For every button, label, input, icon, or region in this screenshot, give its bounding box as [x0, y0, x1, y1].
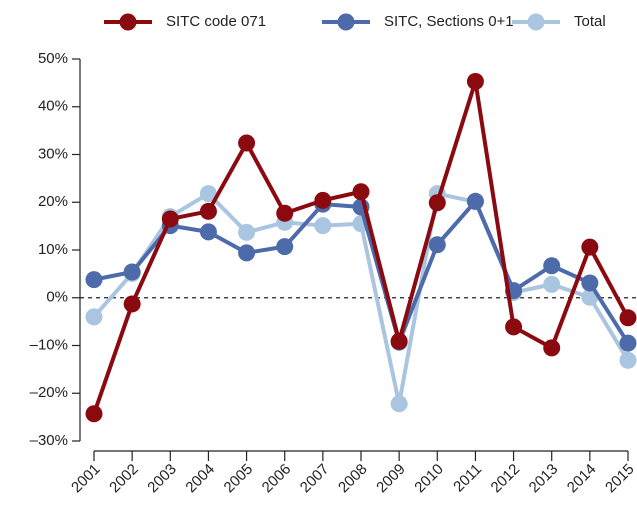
x-tick-label: 2006 — [259, 461, 295, 497]
y-tick-label: –30% — [30, 432, 68, 449]
x-tick-label: 2010 — [411, 461, 447, 497]
series-point — [581, 238, 599, 256]
series-point — [390, 332, 408, 350]
y-tick-label: 10% — [38, 241, 68, 258]
y-tick-label: 20% — [38, 193, 68, 210]
y-tick-label: –20% — [30, 384, 68, 401]
x-tick-label: 2011 — [450, 461, 485, 496]
series-point — [238, 223, 256, 241]
series-point — [428, 236, 446, 254]
series-point — [619, 309, 637, 327]
x-tick-label: 2012 — [488, 461, 524, 497]
series-point — [466, 72, 484, 90]
x-tick-label: 2003 — [144, 461, 180, 497]
x-tick-label: 2004 — [182, 461, 218, 497]
series-point — [466, 192, 484, 210]
series-point — [199, 223, 217, 241]
x-tick-label: 2001 — [68, 461, 104, 497]
series-point — [543, 275, 561, 293]
series-point — [619, 334, 637, 352]
x-tick-label: 2013 — [526, 461, 562, 497]
y-tick-label: 0% — [46, 289, 68, 306]
series-point — [161, 210, 179, 228]
series-point — [199, 202, 217, 220]
y-tick-label: 30% — [38, 145, 68, 162]
x-tick-label: 2015 — [602, 461, 637, 497]
series-point — [123, 295, 141, 313]
series-point — [314, 217, 332, 235]
y-tick-label: 40% — [38, 98, 68, 115]
series-point — [352, 183, 370, 201]
x-tick-label: 2005 — [221, 461, 257, 497]
series-point — [581, 274, 599, 292]
legend-marker — [527, 13, 545, 31]
series-point — [85, 405, 103, 423]
legend-label: Total — [574, 13, 606, 30]
series-point — [85, 271, 103, 289]
series-line — [92, 79, 630, 415]
legend-marker — [337, 13, 355, 31]
series-point — [428, 194, 446, 212]
x-tick-label: 2007 — [297, 461, 333, 497]
series-point — [543, 339, 561, 357]
series-point — [276, 238, 294, 256]
series-point — [390, 395, 408, 413]
x-tick-label: 2014 — [564, 461, 600, 497]
legend-marker — [119, 13, 137, 31]
legend-label: SITC, Sections 0+1 — [384, 13, 514, 30]
series-point — [238, 134, 256, 152]
y-tick-label: 50% — [38, 50, 68, 67]
series-point — [505, 318, 523, 336]
series-point — [276, 204, 294, 222]
series-point — [123, 263, 141, 281]
series-point — [543, 257, 561, 275]
x-tick-label: 2009 — [373, 461, 409, 497]
y-tick-label: –10% — [30, 336, 68, 353]
series-point — [85, 308, 103, 326]
series-point — [619, 351, 637, 369]
legend-label: SITC code 071 — [166, 13, 266, 30]
x-tick-label: 2002 — [106, 461, 142, 497]
series-point — [199, 185, 217, 203]
x-tick-label: 2008 — [335, 461, 371, 497]
series-point — [238, 244, 256, 262]
series-point — [314, 191, 332, 209]
